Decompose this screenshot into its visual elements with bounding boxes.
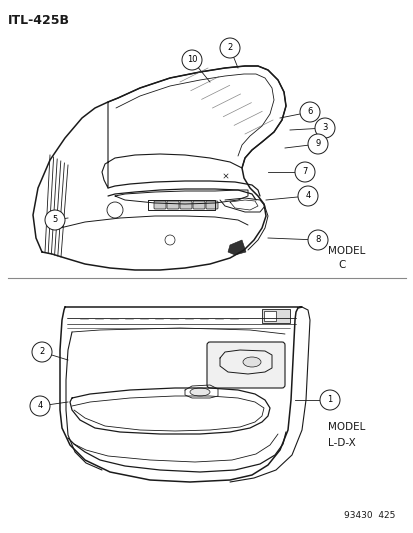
Text: 10: 10 <box>186 55 197 64</box>
Circle shape <box>182 50 202 70</box>
Text: 5: 5 <box>52 215 57 224</box>
Circle shape <box>294 162 314 182</box>
Text: 2: 2 <box>227 44 232 52</box>
Text: C: C <box>337 260 344 270</box>
Circle shape <box>307 230 327 250</box>
Text: 1: 1 <box>327 395 332 405</box>
Text: ITL-425B: ITL-425B <box>8 14 70 27</box>
FancyBboxPatch shape <box>154 201 166 209</box>
Text: 4: 4 <box>305 191 310 200</box>
Circle shape <box>307 134 327 154</box>
FancyBboxPatch shape <box>192 201 204 209</box>
Text: 9: 9 <box>315 140 320 149</box>
Circle shape <box>32 342 52 362</box>
Circle shape <box>299 102 319 122</box>
Text: MODEL: MODEL <box>327 422 365 432</box>
Ellipse shape <box>242 357 260 367</box>
FancyBboxPatch shape <box>180 201 192 209</box>
Ellipse shape <box>190 388 209 396</box>
Text: 8: 8 <box>315 236 320 245</box>
FancyBboxPatch shape <box>263 311 275 321</box>
FancyBboxPatch shape <box>261 309 289 323</box>
Circle shape <box>30 396 50 416</box>
Circle shape <box>297 186 317 206</box>
FancyBboxPatch shape <box>206 201 218 209</box>
Text: 93430  425: 93430 425 <box>343 511 394 520</box>
Text: MODEL: MODEL <box>327 246 365 256</box>
Text: 3: 3 <box>322 124 327 133</box>
Text: 4: 4 <box>37 401 43 410</box>
Circle shape <box>319 390 339 410</box>
Text: 7: 7 <box>301 167 307 176</box>
Text: 2: 2 <box>39 348 45 357</box>
Circle shape <box>314 118 334 138</box>
FancyBboxPatch shape <box>166 201 178 209</box>
Text: 6: 6 <box>306 108 312 117</box>
Polygon shape <box>228 240 245 255</box>
Text: L-D-X: L-D-X <box>327 438 355 448</box>
Circle shape <box>45 210 65 230</box>
Circle shape <box>219 38 240 58</box>
FancyBboxPatch shape <box>206 342 284 388</box>
